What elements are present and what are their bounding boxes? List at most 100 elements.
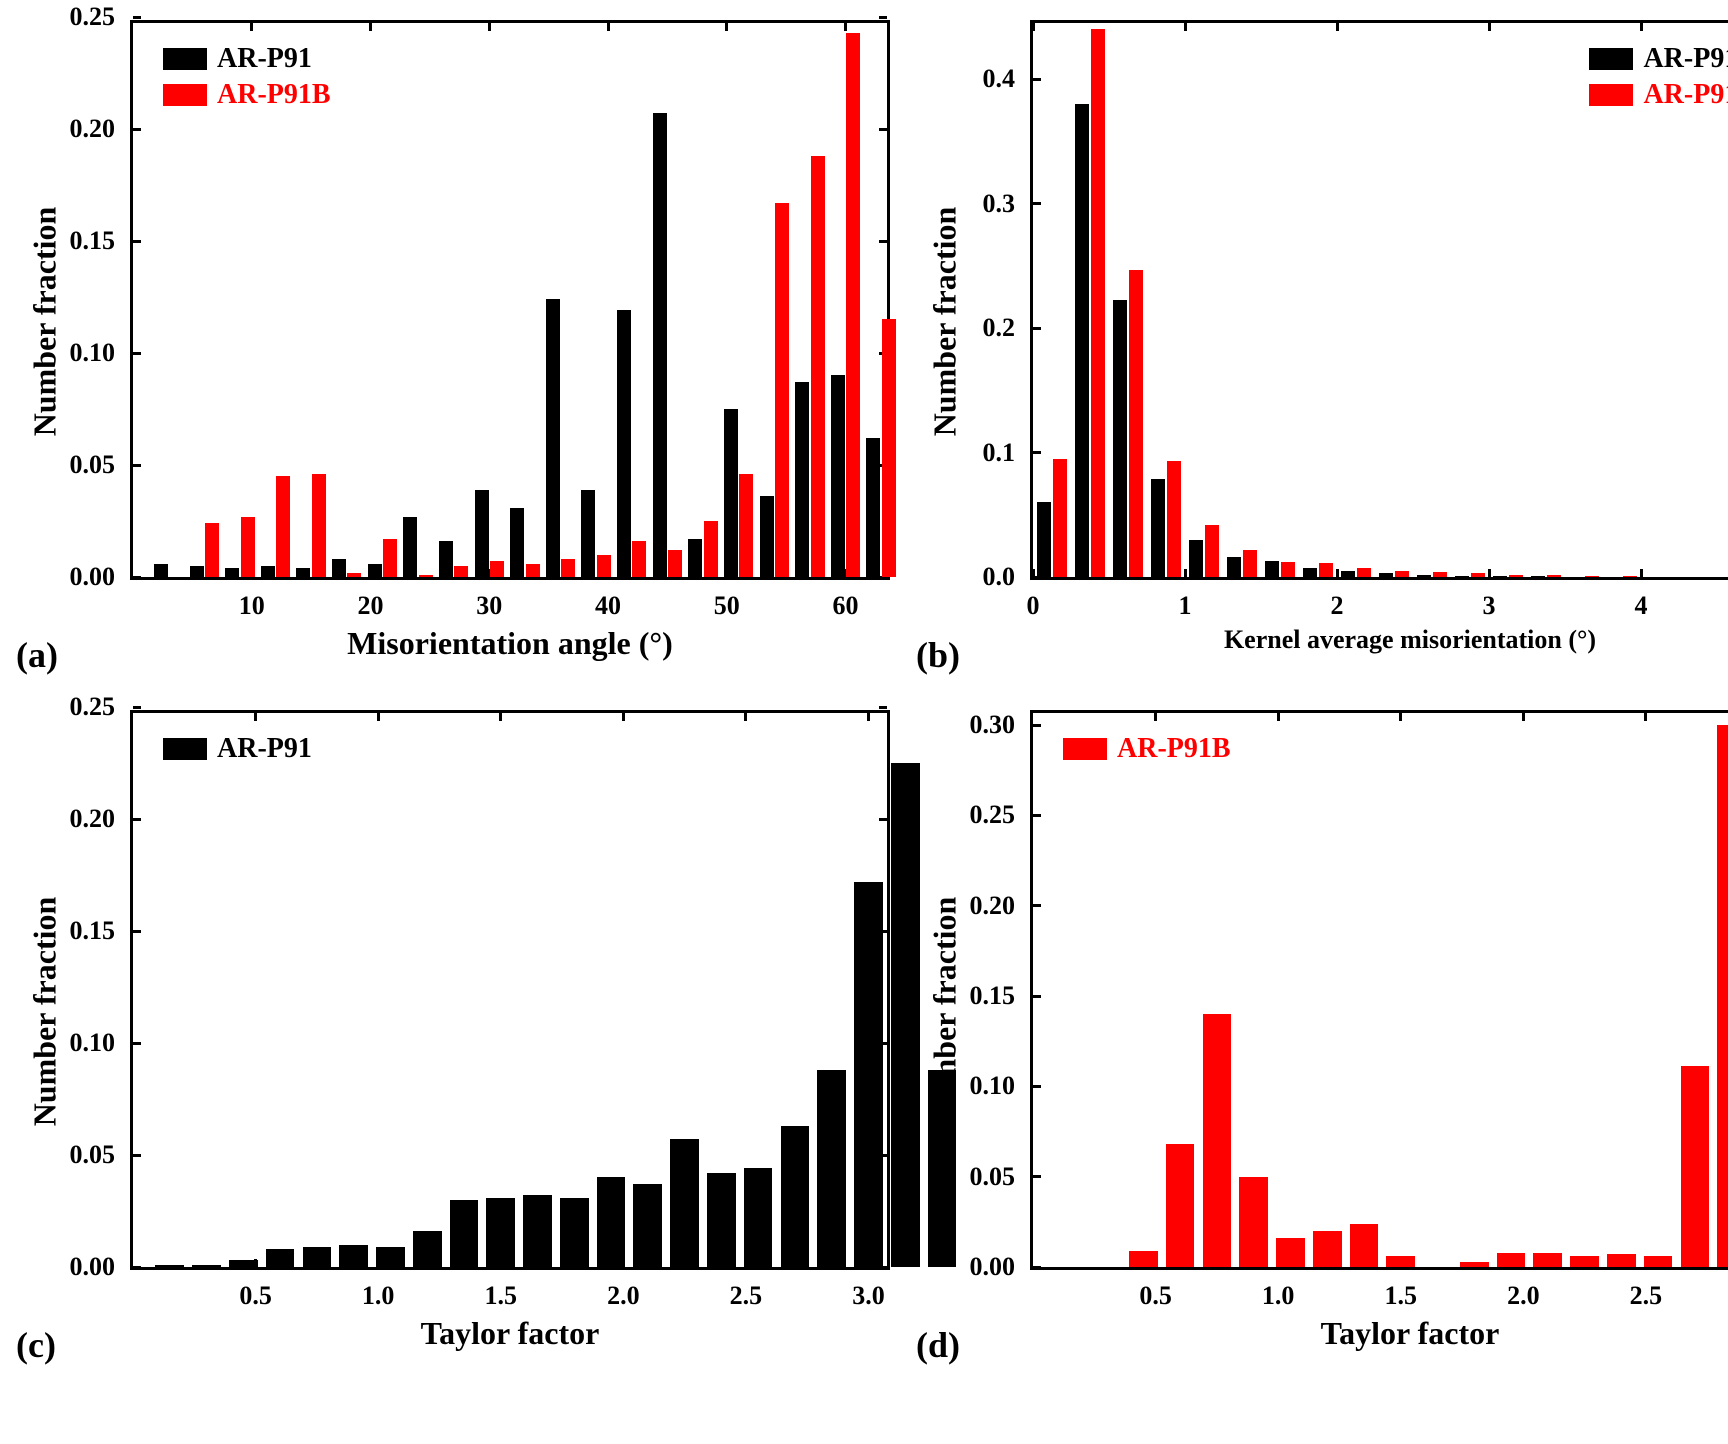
bar (668, 550, 682, 577)
bar (475, 490, 489, 577)
bar (303, 1247, 332, 1267)
x-tick-label: 2.5 (1630, 1281, 1663, 1311)
bar (1379, 573, 1393, 577)
bar (1386, 1256, 1415, 1267)
bar (229, 1260, 258, 1267)
x-tick-label: 0 (1027, 591, 1040, 621)
bar (368, 564, 382, 577)
bar (155, 1265, 184, 1267)
bar (312, 474, 326, 577)
bar (1053, 459, 1067, 577)
bar (1319, 563, 1333, 577)
y-tick-label: 0.05 (970, 1162, 1016, 1192)
legend-label: AR-P91B (1643, 79, 1728, 111)
bar (1151, 479, 1165, 577)
y-tick-label: 0.2 (983, 313, 1016, 343)
x-axis-label: Taylor factor (421, 1315, 600, 1352)
legend-label: AR-P91 (217, 733, 312, 765)
bar (1717, 725, 1728, 1267)
bar (205, 523, 219, 577)
bar (1607, 1254, 1636, 1267)
bar (724, 409, 738, 577)
y-tick-label: 0.10 (70, 1028, 116, 1058)
y-tick-label: 0.10 (970, 1071, 1016, 1101)
bar (1644, 1256, 1673, 1267)
bar (403, 517, 417, 577)
bar (1203, 1014, 1232, 1267)
bar (704, 521, 718, 577)
x-tick-label: 40 (595, 591, 621, 621)
bar (633, 1184, 662, 1267)
bar (1433, 572, 1447, 577)
y-tick-label: 0.05 (70, 1140, 116, 1170)
x-tick-label: 4 (1635, 591, 1648, 621)
chart-frame: 0.51.01.52.02.53.00.000.050.100.150.200.… (1030, 710, 1728, 1270)
bar (1091, 29, 1105, 577)
legend-swatch (1589, 48, 1633, 70)
x-axis-label: Kernel average misorientation (°) (1224, 625, 1596, 655)
x-tick-label: 1.0 (1262, 1281, 1295, 1311)
bar (891, 763, 920, 1267)
bar (1585, 576, 1599, 577)
x-tick-label: 0.5 (239, 1281, 272, 1311)
legend: AR-P91AR-P91B (1589, 43, 1728, 111)
bar (707, 1173, 736, 1267)
legend-item: AR-P91B (163, 79, 331, 111)
panel-b: (b)0123450.00.10.20.30.4Kernel average m… (920, 20, 1728, 670)
x-tick-label: 1.5 (484, 1281, 517, 1311)
bar (439, 541, 453, 577)
legend-swatch (1063, 738, 1107, 760)
bar (781, 1126, 810, 1267)
bar (597, 555, 611, 577)
bar (510, 508, 524, 577)
bar (1681, 1066, 1710, 1267)
bar (854, 882, 883, 1267)
bar (225, 568, 239, 577)
bar (1243, 550, 1257, 577)
bar (490, 561, 504, 577)
bar (775, 203, 789, 577)
panel-c: (c)0.51.01.52.02.53.00.000.050.100.150.2… (20, 710, 890, 1360)
bar (154, 564, 168, 577)
panel-d: (d)0.51.01.52.02.53.00.000.050.100.150.2… (920, 710, 1728, 1360)
y-tick-label: 0.25 (70, 692, 116, 722)
panel-label: (c) (16, 1324, 56, 1366)
y-tick-label: 0.15 (970, 981, 1016, 1011)
bar (795, 382, 809, 577)
bar (1460, 1262, 1489, 1267)
chart-grid: (a)1020304050600.000.050.100.150.200.25M… (20, 20, 1708, 1360)
panel-label: (a) (16, 634, 58, 676)
x-tick-label: 60 (833, 591, 859, 621)
chart-frame: 1020304050600.000.050.100.150.200.25Miso… (130, 20, 890, 580)
bar (846, 33, 860, 577)
legend-swatch (163, 738, 207, 760)
bar (1417, 575, 1431, 577)
y-tick-label: 0.00 (70, 562, 116, 592)
legend-label: AR-P91B (217, 79, 331, 111)
bar (817, 1070, 846, 1267)
x-axis-label: Misorientation angle (°) (347, 625, 673, 662)
x-tick-label: 3.0 (852, 1281, 885, 1311)
x-tick-label: 3 (1483, 591, 1496, 621)
bar (882, 319, 896, 577)
legend-label: AR-P91B (1117, 733, 1231, 765)
bar (866, 438, 880, 577)
x-tick-label: 2 (1331, 591, 1344, 621)
x-tick-label: 2.0 (1507, 1281, 1540, 1311)
bar (1276, 1238, 1305, 1267)
legend: AR-P91 (163, 733, 312, 765)
bar (1533, 1253, 1562, 1267)
y-tick-label: 0.00 (970, 1252, 1016, 1282)
bar (617, 310, 631, 577)
y-tick-label: 0.10 (70, 338, 116, 368)
bar (454, 566, 468, 577)
bar (581, 490, 595, 577)
y-axis-label: Number fraction (27, 897, 64, 1127)
x-tick-label: 1.5 (1384, 1281, 1417, 1311)
panel-label: (b) (916, 634, 960, 676)
bar (1113, 300, 1127, 578)
x-tick-label: 2.0 (607, 1281, 640, 1311)
y-tick-label: 0.25 (970, 800, 1016, 830)
x-tick-label: 30 (476, 591, 502, 621)
y-tick-label: 0.30 (970, 710, 1016, 740)
